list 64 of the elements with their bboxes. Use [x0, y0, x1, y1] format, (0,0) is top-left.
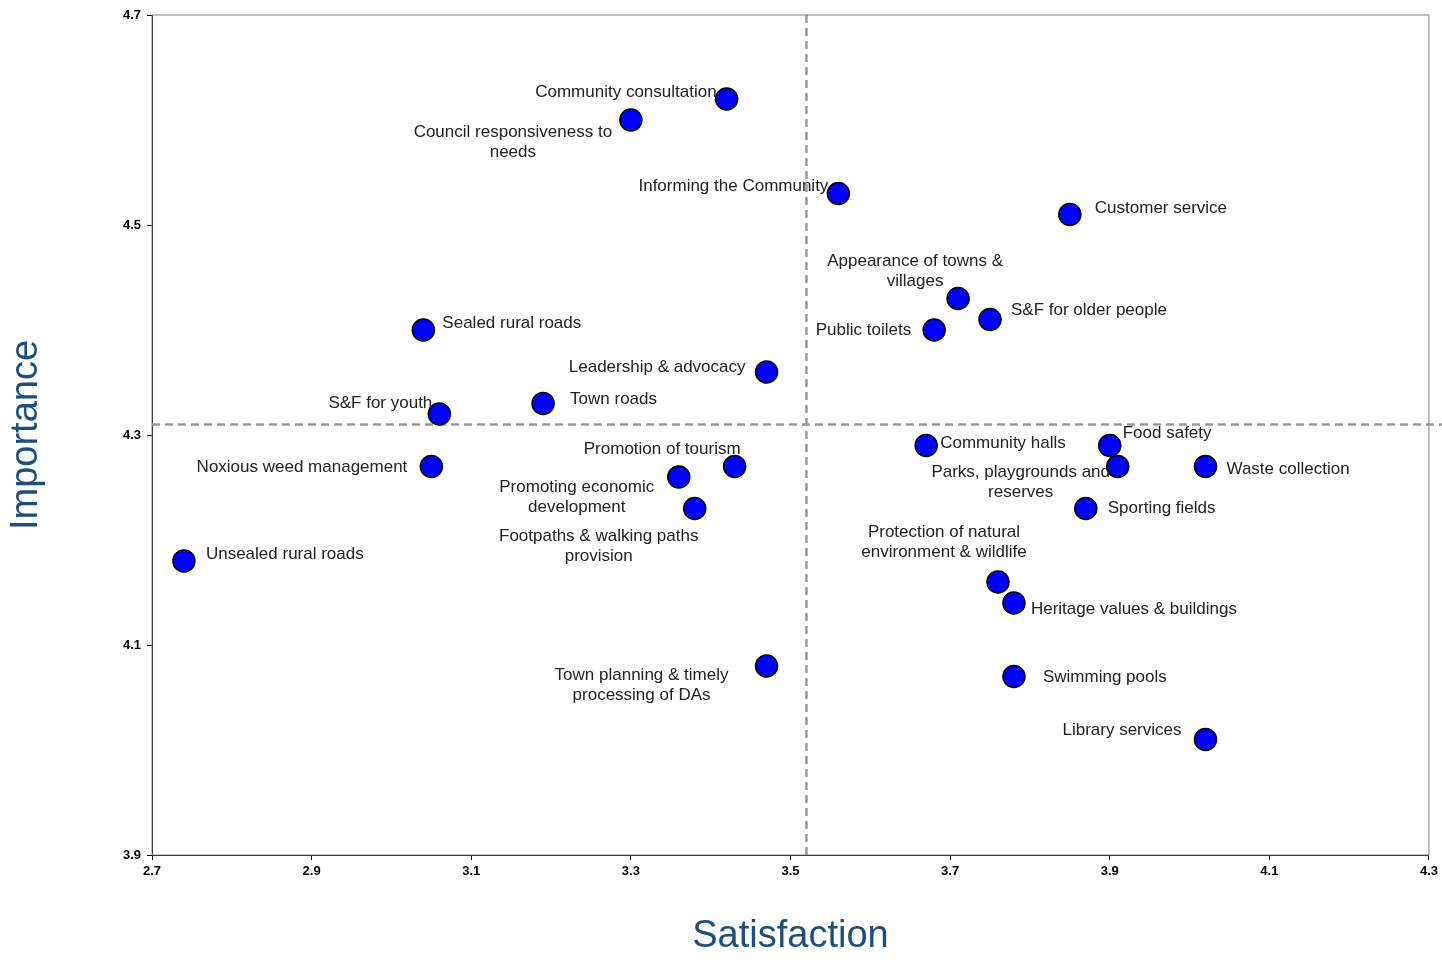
- x-tick-label: 3.1: [462, 863, 481, 879]
- annotation: Food safety: [1122, 423, 1213, 443]
- annotation: Unsealed rural roads: [205, 543, 364, 563]
- annotation: Town planning & timely processing of DAs: [554, 664, 729, 704]
- point: [667, 465, 691, 489]
- point: [1193, 454, 1218, 479]
- x-tick-label: 3.7: [941, 863, 960, 879]
- annotation: Council responsiveness to needs: [413, 121, 613, 161]
- point: [986, 570, 1010, 594]
- annotation: Footpaths & walking paths provision: [499, 526, 699, 566]
- annotation: Promoting economic development: [499, 476, 655, 516]
- point: [1002, 591, 1026, 615]
- annotation: Heritage values & buildings: [1030, 598, 1237, 618]
- point: [1058, 202, 1082, 227]
- annotation: Protection of natural environment & wildlife: [861, 521, 1027, 561]
- annotation: S&F for youth: [328, 392, 433, 412]
- annotation: Waste collection: [1226, 459, 1350, 479]
- point: [978, 307, 1002, 332]
- annotation: Leadership & advocacy: [568, 356, 747, 376]
- annotation: Public toilets: [815, 319, 912, 339]
- point: [1097, 433, 1122, 458]
- y-axis-title: Importance: [3, 339, 46, 531]
- point: [754, 360, 779, 384]
- point: [411, 318, 436, 342]
- point: [419, 454, 444, 479]
- annotation: Swimming pools: [1042, 667, 1167, 687]
- point: [619, 108, 643, 132]
- annotation: Informing the Community: [638, 176, 829, 196]
- point: [722, 454, 747, 479]
- annotation: Library services: [1062, 720, 1182, 740]
- x-tick-label: 4.1: [1260, 863, 1279, 879]
- point: [754, 654, 779, 678]
- x-tick-label: 3.5: [781, 863, 800, 879]
- x-tick-label: 4.3: [1419, 863, 1438, 879]
- point: [922, 318, 946, 342]
- annotation: S&F for older people: [1011, 300, 1167, 320]
- annotation: Community halls: [940, 433, 1066, 453]
- x-tick-label: 2.9: [302, 863, 321, 879]
- point: [531, 391, 555, 416]
- y-tick-label: 4.3: [122, 426, 141, 442]
- y-tick-label: 4.1: [122, 636, 141, 652]
- annotation: Appearance of towns & villages: [827, 251, 1004, 291]
- y-tick-label: 4.5: [122, 216, 141, 232]
- point: [914, 433, 938, 458]
- point: [946, 286, 970, 311]
- point: [1193, 727, 1218, 752]
- annotation: Promotion of tourism: [583, 439, 741, 459]
- point: [1002, 664, 1026, 689]
- annotation: Community consultation: [535, 81, 717, 101]
- point: [682, 496, 707, 521]
- x-axis-title: Satisfaction: [692, 912, 889, 955]
- x-tick-label: 2.7: [142, 863, 162, 879]
- annotation: Customer service: [1094, 198, 1228, 218]
- point: [714, 87, 739, 111]
- annotation: Noxious weed management: [196, 457, 408, 477]
- point: [1074, 496, 1098, 521]
- x-tick-label: 3.3: [621, 863, 640, 879]
- annotation: Sealed rural roads: [442, 312, 582, 332]
- point: [172, 549, 196, 573]
- y-tick-label: 4.7: [122, 6, 141, 22]
- annotation: Town roads: [570, 389, 658, 409]
- y-tick-label: 3.9: [122, 846, 141, 862]
- x-tick-label: 3.9: [1100, 863, 1119, 879]
- point: [826, 181, 851, 206]
